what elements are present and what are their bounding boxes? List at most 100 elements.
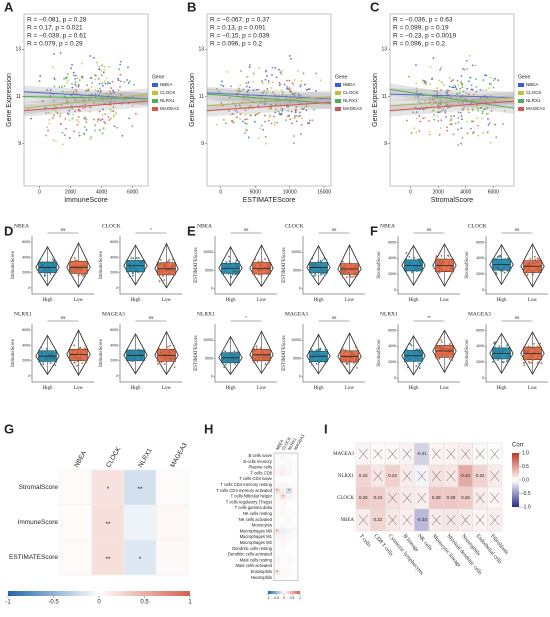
point-cloud	[123, 81, 126, 83]
point-cloud	[291, 82, 294, 85]
point-cloud	[414, 96, 417, 99]
y-tick-label: 5000	[205, 356, 213, 360]
point-cloud	[288, 87, 291, 89]
value-label: 0.26	[461, 495, 470, 500]
panel-letter: I	[324, 421, 328, 436]
point-cloud	[428, 133, 431, 136]
x-tick-label: High	[43, 298, 54, 303]
point-cloud	[244, 113, 247, 116]
jitter-point	[495, 271, 497, 274]
point-cloud	[287, 115, 289, 118]
point-cloud	[103, 68, 106, 71]
point-cloud	[440, 89, 443, 91]
point-cloud	[406, 119, 408, 122]
jitter-point	[439, 270, 442, 273]
jitter-point	[234, 261, 237, 264]
sig-label: ns	[332, 315, 338, 320]
point-cloud	[446, 93, 448, 96]
point-cloud	[120, 94, 123, 96]
point-cloud	[38, 80, 41, 83]
cross	[446, 514, 456, 526]
legend-title: Gene	[518, 74, 530, 80]
heat-cell	[59, 469, 93, 506]
point-cloud	[98, 82, 101, 85]
jitter-point	[72, 268, 75, 270]
heat-cell	[280, 569, 286, 575]
jitter-point	[405, 252, 408, 255]
row-label: NK cells resting	[243, 511, 273, 516]
point-cloud	[301, 117, 303, 120]
jitter-point	[503, 348, 506, 351]
jitter-point	[445, 348, 448, 350]
point-cloud	[258, 111, 261, 114]
gene-name: NBEA	[197, 223, 212, 229]
point-cloud	[217, 90, 220, 93]
jitter-point	[414, 360, 416, 363]
point-cloud	[77, 85, 80, 88]
point-cloud	[85, 118, 88, 121]
jitter-point	[157, 349, 160, 351]
row-label: Monocytes	[252, 523, 272, 528]
jitter-point	[407, 352, 410, 354]
jitter-point	[415, 352, 418, 355]
point-cloud	[457, 111, 460, 114]
point-cloud	[481, 112, 484, 115]
point-cloud	[293, 79, 296, 81]
point-cloud	[96, 120, 99, 123]
point-cloud	[299, 114, 302, 117]
point-cloud	[486, 101, 489, 103]
jitter-point	[50, 353, 53, 356]
point-cloud	[67, 73, 69, 75]
point-cloud	[101, 82, 104, 85]
point-cloud	[263, 114, 266, 117]
point-cloud	[68, 119, 71, 122]
jitter-point	[357, 351, 360, 354]
jitter-point	[446, 356, 449, 358]
point-cloud	[436, 90, 439, 93]
jitter-point	[503, 265, 506, 268]
jitter-point	[538, 344, 541, 347]
jitter-point	[533, 348, 535, 351]
jitter-point	[494, 257, 497, 260]
point-cloud	[131, 125, 134, 127]
jitter-point	[80, 356, 83, 359]
jitter-point	[440, 348, 442, 351]
point-cloud	[257, 104, 260, 107]
jitter-point	[268, 269, 270, 271]
y-tick-label: 0	[482, 376, 484, 380]
heat-cell	[292, 574, 298, 581]
point-cloud	[450, 80, 453, 83]
jitter-point	[255, 347, 258, 350]
gene-name: CLOCK	[468, 223, 487, 229]
jitter-point	[342, 348, 344, 351]
jitter-point	[159, 270, 161, 273]
jitter-point	[349, 276, 352, 278]
point-cloud	[307, 88, 310, 90]
point-cloud	[81, 76, 84, 79]
jitter-point	[318, 360, 321, 363]
point-cloud	[251, 81, 254, 83]
jitter-point	[501, 361, 504, 363]
jitter-point	[416, 269, 419, 272]
row-label: Macrophages M2	[240, 540, 273, 545]
jitter-point	[436, 259, 438, 261]
point-cloud	[416, 90, 419, 93]
jitter-point	[260, 265, 263, 268]
point-cloud	[263, 103, 266, 106]
jitter-point	[451, 353, 454, 355]
jitter-point	[227, 272, 230, 275]
jitter-point	[80, 272, 83, 275]
point-cloud	[245, 118, 248, 121]
cross	[431, 514, 441, 526]
jitter-point	[346, 270, 349, 273]
jitter-point	[38, 360, 40, 362]
heat-cell	[280, 516, 286, 523]
jitter-point	[83, 265, 86, 267]
point-cloud	[127, 66, 129, 69]
point-cloud	[129, 80, 131, 83]
row-label: NLRX1	[338, 474, 355, 479]
cross	[475, 514, 485, 526]
heat-cell	[292, 540, 298, 546]
jitter-point	[74, 267, 77, 270]
legend-key	[335, 107, 341, 111]
